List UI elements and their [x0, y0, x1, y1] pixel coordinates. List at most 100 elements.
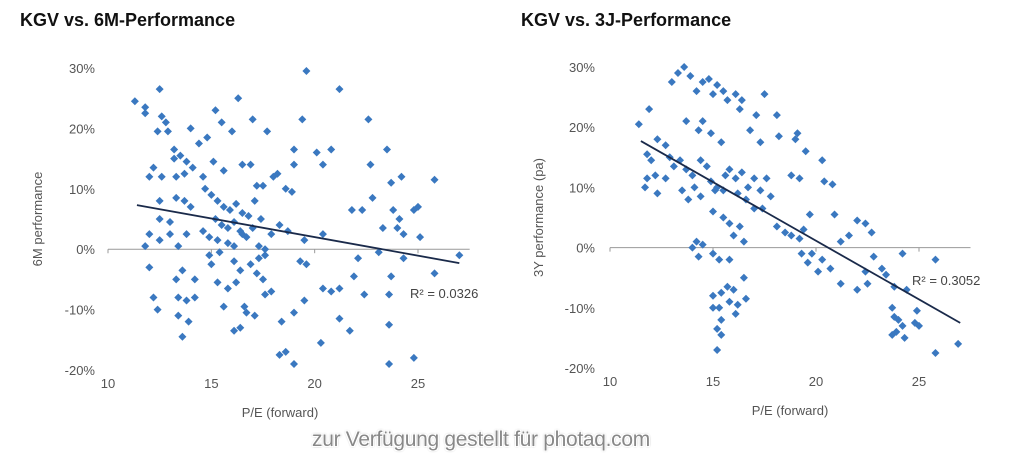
y-tick-label: 20% — [569, 120, 595, 135]
data-point — [912, 306, 921, 315]
data-point — [669, 162, 678, 171]
data-point — [238, 160, 247, 169]
trend-line — [136, 204, 460, 264]
data-point — [861, 219, 870, 228]
data-point — [719, 213, 728, 222]
data-point — [145, 172, 154, 181]
data-point — [230, 326, 239, 335]
x-tick-label: 15 — [204, 376, 218, 391]
data-point — [684, 195, 693, 204]
data-point — [709, 249, 717, 258]
data-point — [385, 359, 394, 368]
x-tick-label: 10 — [101, 376, 115, 391]
data-point — [713, 324, 722, 333]
data-point — [741, 294, 750, 303]
data-point — [155, 236, 164, 245]
data-point — [844, 231, 853, 240]
data-point — [814, 267, 823, 276]
data-point — [378, 224, 387, 233]
data-point — [739, 273, 748, 282]
data-point — [254, 254, 263, 263]
data-point — [277, 317, 286, 326]
data-point — [223, 224, 232, 233]
data-point — [791, 135, 800, 144]
x-tick-label: 25 — [411, 376, 425, 391]
data-point — [360, 290, 369, 299]
data-point — [145, 263, 154, 272]
data-point — [867, 228, 876, 237]
data-point — [238, 208, 247, 217]
data-point — [166, 230, 174, 239]
data-point — [709, 303, 717, 312]
data-point — [145, 230, 154, 239]
data-point — [267, 230, 276, 239]
x-tick-label: 20 — [307, 376, 321, 391]
data-point — [141, 103, 150, 112]
data-point — [207, 190, 216, 199]
data-point — [178, 266, 187, 275]
data-point — [397, 172, 406, 181]
data-point — [836, 237, 845, 246]
data-point — [725, 219, 734, 228]
data-point — [385, 320, 394, 329]
y-axis-title: 6M performance — [30, 172, 45, 267]
data-point — [219, 202, 228, 211]
data-point — [244, 211, 253, 220]
data-point — [155, 85, 164, 94]
data-point — [261, 251, 270, 260]
data-point — [898, 321, 907, 330]
data-point — [157, 172, 166, 181]
data-point — [729, 231, 738, 240]
data-point — [731, 90, 740, 99]
data-point — [254, 242, 263, 251]
data-point — [215, 248, 224, 257]
data-point — [756, 186, 765, 195]
data-point — [172, 172, 181, 181]
data-point — [430, 175, 439, 184]
data-point — [931, 255, 940, 264]
data-point — [176, 151, 185, 160]
data-point — [298, 115, 307, 124]
data-point — [717, 330, 726, 339]
data-point — [275, 221, 284, 230]
r-squared-label: R² = 0.0326 — [410, 286, 478, 301]
data-point — [174, 293, 183, 302]
data-point — [836, 279, 845, 288]
data-point — [723, 282, 732, 291]
data-point — [692, 87, 701, 96]
data-point — [698, 78, 707, 87]
data-point — [797, 249, 806, 258]
data-point — [267, 287, 276, 296]
data-point — [863, 279, 872, 288]
data-point — [182, 157, 191, 166]
data-point — [327, 145, 336, 154]
data-point — [213, 236, 222, 245]
data-point — [869, 252, 878, 261]
x-tick-label: 20 — [809, 374, 823, 389]
data-point — [259, 181, 267, 190]
data-point — [153, 127, 162, 136]
chart-1: 10 15 20 25 -20% -10% 0% 10% 20% 30% 3Y performanc… — [531, 60, 980, 418]
data-point — [661, 174, 670, 183]
data-point — [894, 315, 903, 324]
data-point — [667, 78, 676, 87]
data-point — [715, 303, 724, 312]
data-point — [149, 163, 158, 172]
data-point — [155, 196, 164, 205]
data-point — [149, 293, 158, 302]
data-point — [236, 266, 245, 275]
data-point — [252, 269, 261, 278]
data-point — [713, 345, 722, 354]
data-point — [772, 222, 781, 231]
data-point — [725, 255, 734, 264]
data-point — [721, 171, 730, 180]
data-point — [287, 187, 296, 196]
data-point — [711, 186, 720, 195]
data-point — [717, 288, 726, 297]
data-point — [931, 348, 940, 357]
data-point — [651, 171, 660, 180]
data-point — [161, 118, 170, 127]
data-point — [399, 254, 408, 263]
data-point — [673, 69, 682, 78]
